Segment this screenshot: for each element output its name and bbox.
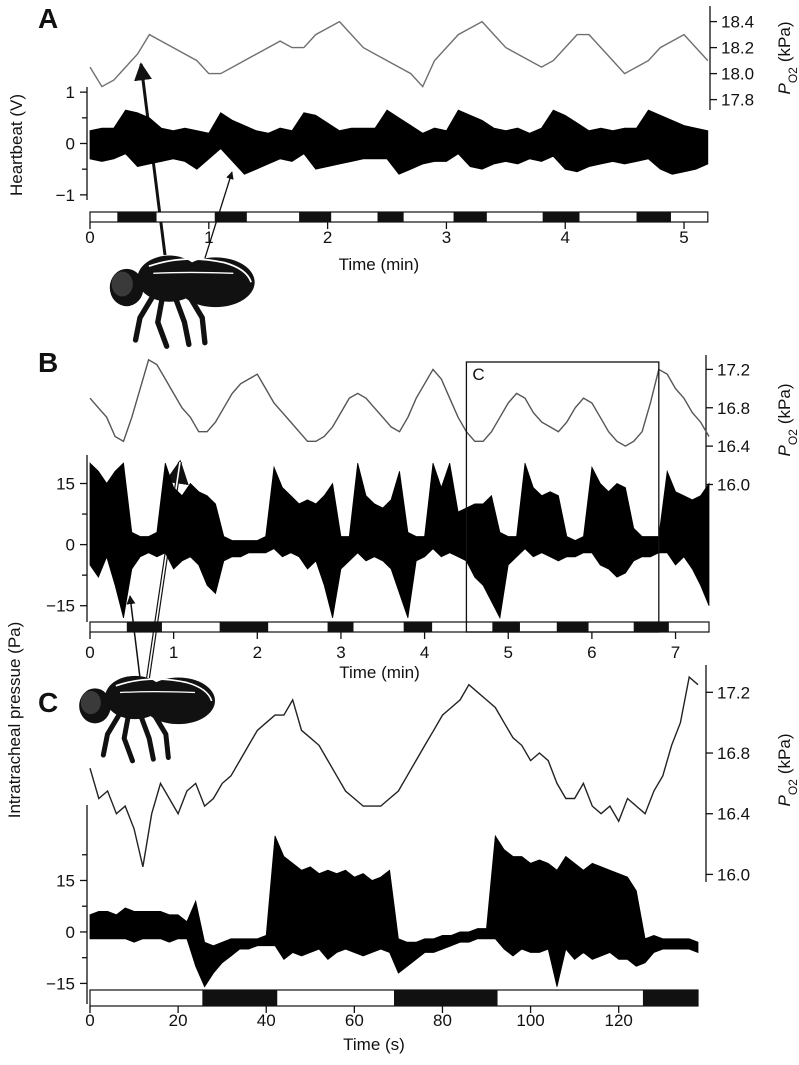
- x-tick-label: 6: [587, 643, 596, 662]
- x-tick-label: 60: [345, 1011, 364, 1030]
- y2-tick-label: 18.4: [721, 13, 754, 32]
- y-tick-label: −15: [46, 597, 75, 616]
- y2-tick-label: 16.4: [717, 437, 750, 456]
- x-tick-label: 20: [169, 1011, 188, 1030]
- x-tick-label: 1: [169, 643, 178, 662]
- light-bar: [89, 621, 710, 633]
- x-tick-label: 7: [671, 643, 680, 662]
- x-tick-label: 4: [560, 228, 569, 247]
- signal-envelope: [89, 834, 699, 988]
- y2-label-symbol: P: [775, 444, 794, 456]
- x-axis-label: Time (s): [343, 1035, 405, 1054]
- y2-tick-label: 17.2: [717, 360, 750, 379]
- y-tick-label: 0: [66, 536, 75, 555]
- x-tick-label: 3: [442, 228, 451, 247]
- x-axis-label: Time (min): [339, 255, 420, 274]
- y-tick-label: 0: [66, 135, 75, 154]
- y2-label-subscript: O2: [786, 67, 799, 83]
- x-tick-label: 40: [257, 1011, 276, 1030]
- dark-period: [453, 212, 487, 222]
- panel-letter: B: [38, 347, 58, 378]
- y2-label-subscript: O2: [786, 779, 799, 795]
- y2-axis-label: PO2 (kPa): [775, 734, 799, 807]
- shared-y-label: Intratracheal pressue (Pa): [5, 622, 24, 819]
- y2-tick-label: 18.0: [721, 65, 754, 84]
- x-tick-label: 80: [433, 1011, 452, 1030]
- dark-period: [377, 212, 404, 222]
- dark-period: [636, 212, 671, 222]
- y2-tick-label: 16.0: [717, 865, 750, 884]
- x-axis-label: Time (min): [339, 663, 420, 682]
- x-tick-label: 2: [253, 643, 262, 662]
- x-tick-label: 2: [323, 228, 332, 247]
- x-tick-label: 5: [679, 228, 688, 247]
- dark-period: [219, 622, 269, 632]
- y2-axis-label: PO2 (kPa): [775, 384, 799, 457]
- dark-period: [214, 212, 247, 222]
- x-tick-label: 4: [420, 643, 429, 662]
- dark-period: [542, 212, 580, 222]
- y-tick-label: 1: [66, 83, 75, 102]
- y-tick-label: −15: [46, 974, 75, 993]
- y2-tick-label: 18.2: [721, 39, 754, 58]
- y2-label-unit: (kPa): [775, 734, 794, 775]
- signal-envelope: [89, 462, 710, 620]
- y2-tick-label: 16.4: [717, 805, 750, 824]
- dark-period: [299, 212, 332, 222]
- dark-period: [492, 622, 520, 632]
- x-tick-label: 0: [85, 643, 94, 662]
- dark-period: [642, 990, 698, 1006]
- y2-label-symbol: P: [775, 794, 794, 806]
- x-tick-label: 120: [605, 1011, 633, 1030]
- panel-letter: C: [38, 687, 58, 718]
- dark-period: [394, 990, 498, 1006]
- signal-envelope: [89, 109, 709, 175]
- y-tick-label: −1: [56, 186, 75, 205]
- annotation-box: [465, 361, 660, 633]
- dark-period: [202, 990, 278, 1006]
- y-axis-label: Heartbeat (V): [7, 94, 26, 196]
- y2-tick-label: 16.0: [717, 475, 750, 494]
- dark-period: [403, 622, 433, 632]
- y2-tick-label: 16.8: [717, 744, 750, 763]
- x-tick-label: 1: [204, 228, 213, 247]
- dark-period: [327, 622, 354, 632]
- fly-illustration: [79, 676, 215, 761]
- annotation-label: C: [472, 365, 484, 384]
- y2-label-symbol: P: [775, 82, 794, 94]
- x-tick-label: 0: [85, 228, 94, 247]
- x-tick-label: 3: [336, 643, 345, 662]
- x-tick-label: 0: [85, 1011, 94, 1030]
- y-tick-label: 15: [56, 871, 75, 890]
- panel-letter: A: [38, 3, 58, 34]
- fly-illustration: [110, 256, 255, 347]
- dark-period: [117, 212, 157, 222]
- y2-axis-label: PO2 (kPa): [775, 22, 799, 95]
- y2-tick-label: 17.2: [717, 683, 750, 702]
- dark-period: [556, 622, 589, 632]
- y2-label-subscript: O2: [786, 429, 799, 445]
- dark-period: [126, 622, 162, 632]
- x-tick-label: 100: [516, 1011, 544, 1030]
- arrow: [126, 595, 141, 679]
- y2-tick-label: 17.8: [721, 91, 754, 110]
- y2-label-unit: (kPa): [775, 22, 794, 63]
- y2-tick-label: 16.8: [717, 399, 750, 418]
- y-tick-label: 15: [56, 475, 75, 494]
- po2-trace: [89, 358, 710, 447]
- y2-label-unit: (kPa): [775, 384, 794, 425]
- dark-period: [633, 622, 669, 632]
- po2-trace: [89, 675, 699, 867]
- po2-trace: [89, 20, 709, 88]
- x-tick-label: 5: [504, 643, 513, 662]
- y-tick-label: 0: [66, 923, 75, 942]
